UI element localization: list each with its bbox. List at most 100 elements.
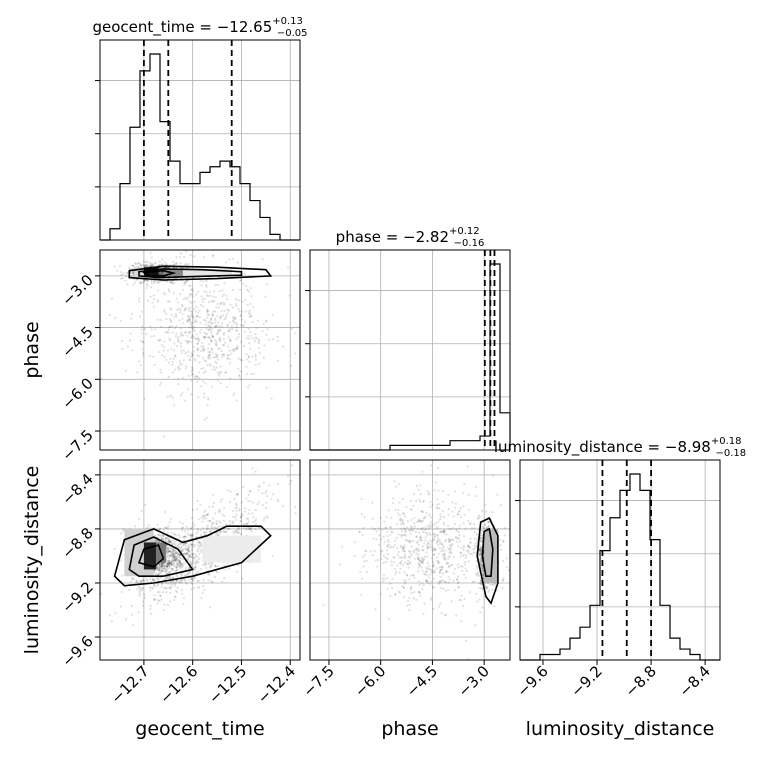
sample-point [183,283,186,286]
sample-point [218,374,221,377]
sample-point [167,541,170,544]
sample-point [441,565,444,568]
sample-point [254,363,257,366]
sample-point [191,325,194,328]
title-text: luminosity_distance = −8.98+0.18 −0.18 [494,436,746,459]
sample-point [201,347,204,350]
sample-point [146,261,149,264]
sample-point [425,551,428,554]
sample-point [386,545,389,549]
sample-point [225,523,228,526]
sample-point [176,366,179,369]
sample-point [170,562,173,566]
sample-point [196,530,199,533]
sample-point [435,567,438,570]
sample-point [179,293,182,296]
sample-point [431,571,434,574]
sample-point [444,589,447,593]
sample-point [477,517,480,520]
sample-point [485,526,488,529]
sample-point [245,528,248,531]
sample-point [169,555,172,558]
sample-point [165,582,168,585]
sample-point [441,572,444,575]
panel-border [309,249,511,451]
sample-point [454,506,457,509]
sample-point [190,324,193,327]
sample-point [235,326,238,329]
sample-point [219,525,222,528]
sample-point [170,561,173,564]
sample-point [198,544,201,547]
panel-bg [100,40,300,240]
sample-point [414,530,417,534]
sample-point [172,292,175,295]
sample-point [486,586,489,589]
sample-point [215,570,218,573]
sample-point [159,594,162,598]
sample-point [218,336,221,339]
sample-point [129,332,132,335]
sample-point [218,508,221,511]
sample-point [172,564,175,568]
sample-point [211,521,214,525]
sample-point [171,396,174,400]
sample-point [191,556,194,559]
sample-point [460,546,463,550]
sample-point [141,586,144,590]
sample-point [380,553,383,556]
sample-point [141,341,144,344]
sample-point [168,563,171,566]
sample-point [249,490,252,493]
sample-point [433,532,436,536]
sample-point [402,522,405,526]
sample-point [197,340,200,343]
sample-point [179,252,182,255]
sample-point [418,498,421,501]
sample-point [413,525,417,528]
sample-point [180,331,183,334]
sample-point [216,571,219,574]
sample-point [205,416,208,419]
sample-point [180,563,183,566]
sample-point [176,568,179,571]
sample-point [266,516,269,519]
sample-point [215,522,218,526]
sample-point [441,530,444,533]
sample-point [139,580,142,583]
sample-point [252,501,255,504]
sample-point [175,324,178,328]
sample-point [163,261,166,264]
sample-point [245,353,248,356]
sample-point [192,558,195,562]
sample-point [192,350,195,353]
sample-point [425,579,428,583]
sample-point [455,528,458,531]
sample-point [175,566,178,569]
sample-point [168,326,171,329]
sample-point [466,465,469,468]
sample-point [223,318,226,321]
sample-point [435,506,438,509]
sample-point [476,567,479,570]
sample-point [180,582,183,585]
sample-point [413,516,416,520]
sample-point [131,272,135,275]
sample-point [405,506,408,509]
sample-point [429,582,432,585]
sample-point [164,537,167,540]
sample-point [193,561,196,565]
sample-point [158,564,161,567]
sample-point [152,577,155,581]
sample-point [449,539,452,542]
sample-point [239,519,243,522]
sample-point [410,539,413,542]
sample-point [394,593,397,597]
sample-point [167,539,170,542]
sample-point [432,538,435,542]
sample-point [225,294,228,297]
sample-point [161,534,165,537]
sample-point [254,522,257,526]
sample-point [396,564,399,567]
sample-point [438,581,441,584]
